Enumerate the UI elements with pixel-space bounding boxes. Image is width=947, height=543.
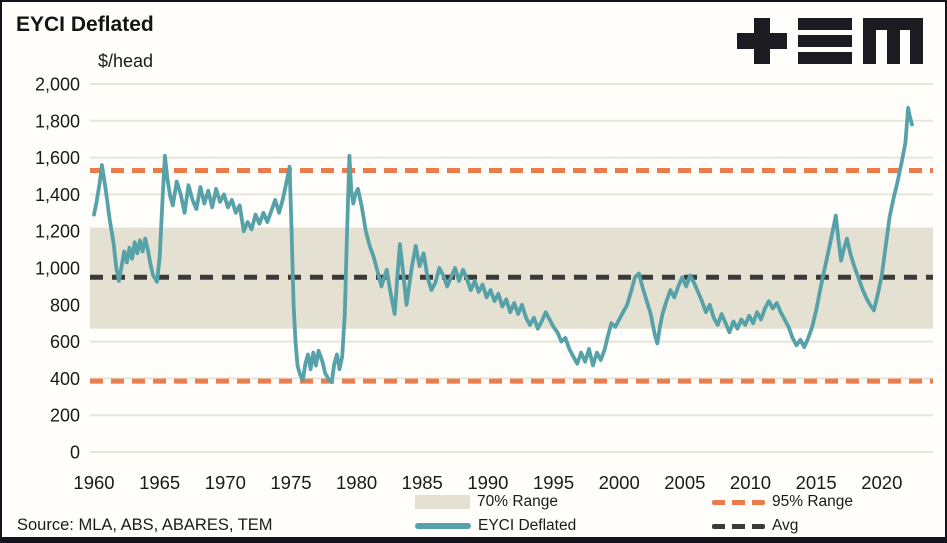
legend-item: EYCI Deflated (415, 517, 712, 535)
legend-label: EYCI Deflated (478, 517, 577, 534)
legend-label: Avg (772, 517, 799, 534)
y-axis-unit-label: $/head (98, 51, 154, 71)
y-tick-label: 400 (50, 369, 80, 389)
dashed-line-swatch (712, 523, 765, 529)
legend-label: 95% Range (772, 493, 854, 510)
y-tick-label: 1,600 (35, 148, 80, 168)
x-tick-label: 2010 (730, 472, 771, 493)
y-tick-label: 600 (50, 332, 80, 352)
y-tick-label: 1,800 (35, 111, 80, 131)
legend-item: Avg (712, 517, 853, 535)
x-tick-label: 1995 (533, 472, 574, 493)
eyci-deflated-line (92, 106, 914, 384)
source-note: Source: MLA, ABS, ABARES, TEM (17, 516, 273, 534)
x-tick-label: 2015 (796, 472, 837, 493)
dashed-line-swatch (712, 499, 765, 505)
y-tick-label: 2,000 (35, 75, 80, 95)
y-tick-label: 800 (50, 295, 80, 315)
x-tick-label: 2000 (599, 472, 640, 493)
y-tick-label: 1,200 (35, 222, 80, 242)
triple-bar-icon (798, 18, 852, 64)
x-tick-label: 1980 (336, 472, 377, 493)
legend-item: 95% Range (712, 493, 853, 511)
x-tick-label: 1965 (139, 472, 180, 493)
x-tick-label: 1960 (73, 472, 114, 493)
x-tick-label: 1990 (467, 472, 508, 493)
chart-legend: 70% Range 95% Range EYCI Deflated Avg (415, 493, 853, 535)
y-tick-label: 0 (70, 443, 80, 463)
x-tick-label: 2005 (664, 472, 705, 493)
x-tick-label: 1975 (270, 472, 311, 493)
legend-item: 70% Range (415, 493, 712, 511)
plus-icon (737, 18, 787, 64)
tem-logo (737, 18, 923, 64)
y-tick-label: 1,400 (35, 185, 80, 205)
page-title: EYCI Deflated (16, 13, 154, 36)
m-icon (863, 18, 923, 64)
band-swatch (415, 495, 470, 509)
x-tick-label: 1970 (205, 472, 246, 493)
legend-label: 70% Range (477, 493, 559, 510)
y-tick-label: 200 (50, 406, 80, 426)
y-tick-label: 1,000 (35, 259, 80, 279)
x-tick-label: 2020 (861, 472, 902, 493)
solid-line-swatch (415, 523, 471, 529)
x-tick-label: 1985 (402, 472, 443, 493)
